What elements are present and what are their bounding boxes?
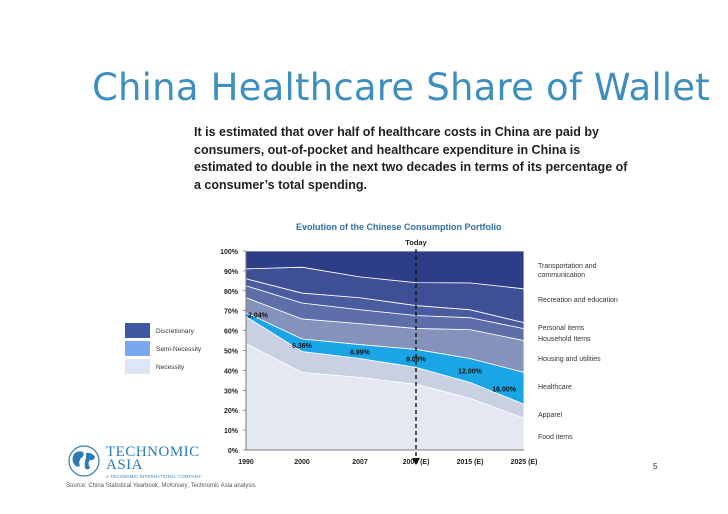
- y-tick-label: 50%: [224, 349, 239, 356]
- chart-title: Evolution of the Chinese Consumption Por…: [296, 222, 502, 232]
- category-label-healthcare: Healthcare: [538, 384, 572, 391]
- healthcare-data-label: 6.99%: [350, 350, 371, 357]
- globe-icon: [68, 445, 100, 477]
- y-tick-label: 30%: [224, 388, 239, 395]
- y-tick-label: 10%: [224, 428, 239, 435]
- healthcare-data-label: 16.00%: [492, 386, 517, 393]
- source-note: Source: China Statistical Yearbook; McKi…: [66, 483, 256, 489]
- healthcare-data-label: 2.04%: [248, 313, 269, 320]
- x-tick-label: 2015 (E): [457, 459, 484, 466]
- category-label-recreation: Recreation and education: [538, 297, 618, 304]
- y-tick-label: 60%: [224, 329, 239, 336]
- category-label-household: Household Items: [538, 336, 591, 343]
- category-label-personal: Personal items: [538, 325, 585, 332]
- x-tick-label: 2007: [352, 459, 368, 466]
- y-tick-label: 40%: [224, 368, 239, 375]
- legend-label-semi-necessity: Semi-Necessity: [156, 346, 202, 353]
- slide-title: China Healthcare Share of Wallet: [92, 66, 710, 109]
- legend-swatch-semi-necessity: [125, 341, 150, 356]
- x-tick-label: 2000: [294, 459, 310, 466]
- y-tick-label: 90%: [224, 269, 239, 276]
- category-label-transportation: Transportation and communication: [538, 263, 597, 279]
- page-number: 5: [653, 462, 658, 471]
- y-tick-label: 80%: [224, 289, 239, 296]
- logo-line1: TECHNOMIC: [106, 444, 200, 460]
- category-label-food: Food items: [538, 434, 573, 441]
- legend-label-necessity: Necessity: [156, 364, 185, 371]
- legend-swatch-discretionary: [125, 323, 150, 338]
- y-tick-label: 20%: [224, 408, 239, 415]
- healthcare-data-label: 12.00%: [458, 368, 483, 375]
- technomic-asia-logo: TECHNOMIC ASIA A TECHNOMIC INTERNATIONAL…: [66, 444, 201, 480]
- today-label: Today: [405, 238, 427, 247]
- y-tick-label: 100%: [220, 249, 239, 256]
- y-tick-label: 70%: [224, 309, 239, 316]
- today-arrow-icon: [412, 458, 420, 465]
- category-label-apparel: Apparel: [538, 412, 563, 419]
- logo-tagline: A TECHNOMIC INTERNATIONAL COMPANY: [106, 474, 202, 479]
- y-tick-label: 0%: [228, 448, 239, 455]
- healthcare-data-label: 9.09%: [406, 356, 427, 363]
- category-label-housing: Housing and utilities: [538, 356, 601, 363]
- intro-text: It is estimated that over half of health…: [194, 125, 628, 192]
- legend-swatch-necessity: [125, 359, 150, 374]
- healthcare-data-label: 6.36%: [292, 343, 313, 350]
- area-transportation-and-communication: [245, 250, 525, 290]
- legend-label-discretionary: Discretionary: [156, 328, 194, 335]
- x-tick-label: 2025 (E): [511, 459, 538, 466]
- x-tick-label: 1990: [238, 459, 254, 466]
- logo-line2: ASIA: [106, 457, 144, 473]
